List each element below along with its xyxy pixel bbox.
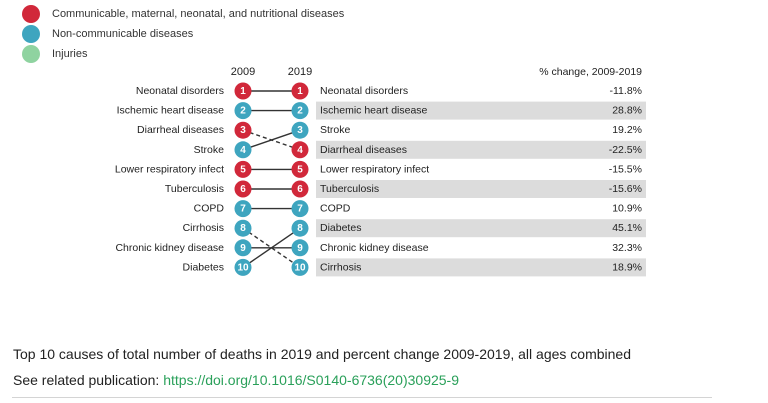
rank-chart: 2009 2019 % change, 2009-2019 Neonatal diso… [115, 66, 646, 277]
legend-swatch-injuries [22, 45, 40, 63]
cause-label-2019: Chronic kidney disease [320, 242, 429, 254]
cause-label-2019: Lower respiratory infect [320, 163, 429, 175]
rank-marker-2019 [291, 141, 309, 159]
legend: Communicable, maternal, neonatal, and nu… [22, 4, 344, 64]
rank-marker-2009 [234, 180, 252, 198]
rank-connector [242, 227, 301, 268]
cause-label-2009: Diabetes [183, 261, 224, 273]
percent-change: -22.5% [609, 144, 642, 156]
rank-number-2009: 3 [240, 125, 246, 136]
cause-label-2019: Ischemic heart disease [320, 105, 428, 117]
cause-label-2019: Diarrheal diseases [320, 144, 407, 156]
legend-label: Communicable, maternal, neonatal, and nu… [52, 8, 345, 20]
rank-marker-2019 [291, 160, 309, 178]
rank-number-2009: 10 [237, 262, 249, 273]
rank-number-2019: 7 [297, 204, 303, 215]
percent-change: 18.9% [612, 261, 642, 273]
rank-marker-2009 [234, 121, 252, 139]
rank-number-2009: 9 [240, 243, 246, 254]
cause-label-2009: Diarrheal diseases [137, 124, 224, 136]
rank-marker-2019 [291, 219, 309, 237]
bottom-divider [12, 397, 712, 398]
cause-label-2019: COPD [320, 203, 351, 215]
rank-number-2019: 3 [297, 125, 303, 136]
rank-marker-2019 [291, 200, 309, 218]
cause-label-2019: Cirrhosis [320, 261, 361, 273]
cause-label-2009: Neonatal disorders [136, 85, 224, 97]
rank-marker-2009 [234, 82, 252, 100]
cause-label-2009: Chronic kidney disease [115, 242, 224, 254]
cause-label-2019: Stroke [320, 124, 351, 136]
rank-marker-2009 [234, 141, 252, 159]
rank-marker-2009 [234, 200, 252, 218]
rank-number-2019: 4 [297, 145, 303, 156]
cause-label-2009: COPD [194, 203, 225, 215]
row-shade [316, 258, 646, 277]
rank-marker-2009 [234, 219, 252, 237]
publication-link[interactable]: https://doi.org/10.1016/S0140-6736(20)30… [163, 372, 459, 388]
cause-label-2009: Ischemic heart disease [117, 105, 225, 117]
rank-connector [242, 129, 301, 151]
percent-change: 45.1% [612, 222, 642, 234]
row-shade [316, 219, 646, 238]
rank-marker-2019 [291, 180, 309, 198]
rank-number-2009: 5 [240, 164, 246, 175]
rank-number-2019: 6 [297, 184, 303, 195]
cause-label-2019: Neonatal disorders [320, 85, 408, 97]
percent-change: 32.3% [612, 242, 642, 254]
rank-number-2009: 6 [240, 184, 246, 195]
rank-number-2019: 9 [297, 243, 303, 254]
rank-marker-2009 [234, 102, 252, 120]
cause-label-2019: Tuberculosis [320, 183, 379, 195]
rank-marker-2019 [291, 121, 309, 139]
percent-change: 28.8% [612, 105, 642, 117]
cause-label-2009: Lower respiratory infect [115, 163, 224, 175]
rank-marker-2009 [234, 160, 252, 178]
rank-marker-2019 [291, 82, 309, 100]
row-shade [316, 180, 646, 198]
rank-number-2009: 1 [240, 86, 246, 97]
cause-label-2009: Stroke [194, 144, 225, 156]
rank-number-2009: 8 [240, 223, 246, 234]
legend-label: Injuries [52, 48, 88, 60]
percent-change: 10.9% [612, 203, 642, 215]
legend-item-noncommunicable: Non-communicable diseases [22, 24, 344, 44]
rank-marker-2019 [291, 239, 309, 257]
year-header-2019: 2019 [288, 66, 312, 78]
legend-swatch-noncommunicable [22, 25, 40, 43]
cause-label-2009: Cirrhosis [183, 222, 224, 234]
related-publication: See related publication: https://doi.org… [13, 372, 459, 388]
rank-marker-2009 [234, 258, 252, 276]
rank-number-2019: 1 [297, 86, 303, 97]
rank-number-2019: 2 [297, 106, 303, 117]
legend-item-communicable: Communicable, maternal, neonatal, and nu… [22, 4, 344, 24]
percent-change: -15.6% [609, 183, 642, 195]
rank-number-2019: 8 [297, 223, 303, 234]
rank-number-2019: 10 [294, 262, 306, 273]
change-header: % change, 2009-2019 [539, 66, 642, 78]
year-header-2009: 2009 [231, 66, 255, 78]
row-shade [316, 140, 646, 159]
legend-item-injuries: Injuries [22, 44, 344, 64]
related-prefix: See related publication: [13, 372, 164, 388]
percent-change: -11.8% [610, 85, 643, 97]
percent-change: 19.2% [612, 124, 642, 136]
figure-caption: Top 10 causes of total number of deaths … [13, 346, 631, 362]
rank-marker-2009 [234, 239, 252, 257]
rank-number-2009: 4 [240, 145, 246, 156]
cause-label-2019: Diabetes [320, 222, 361, 234]
percent-change: -15.5% [609, 163, 642, 175]
rank-number-2019: 5 [297, 164, 303, 175]
legend-swatch-communicable [22, 5, 40, 23]
rank-number-2009: 7 [240, 204, 246, 215]
rank-marker-2019 [291, 102, 309, 120]
cause-label-2009: Tuberculosis [165, 183, 224, 195]
legend-label: Non-communicable diseases [52, 28, 194, 40]
rank-number-2009: 2 [240, 106, 246, 117]
rank-marker-2019 [291, 258, 309, 276]
row-shade [316, 101, 646, 120]
